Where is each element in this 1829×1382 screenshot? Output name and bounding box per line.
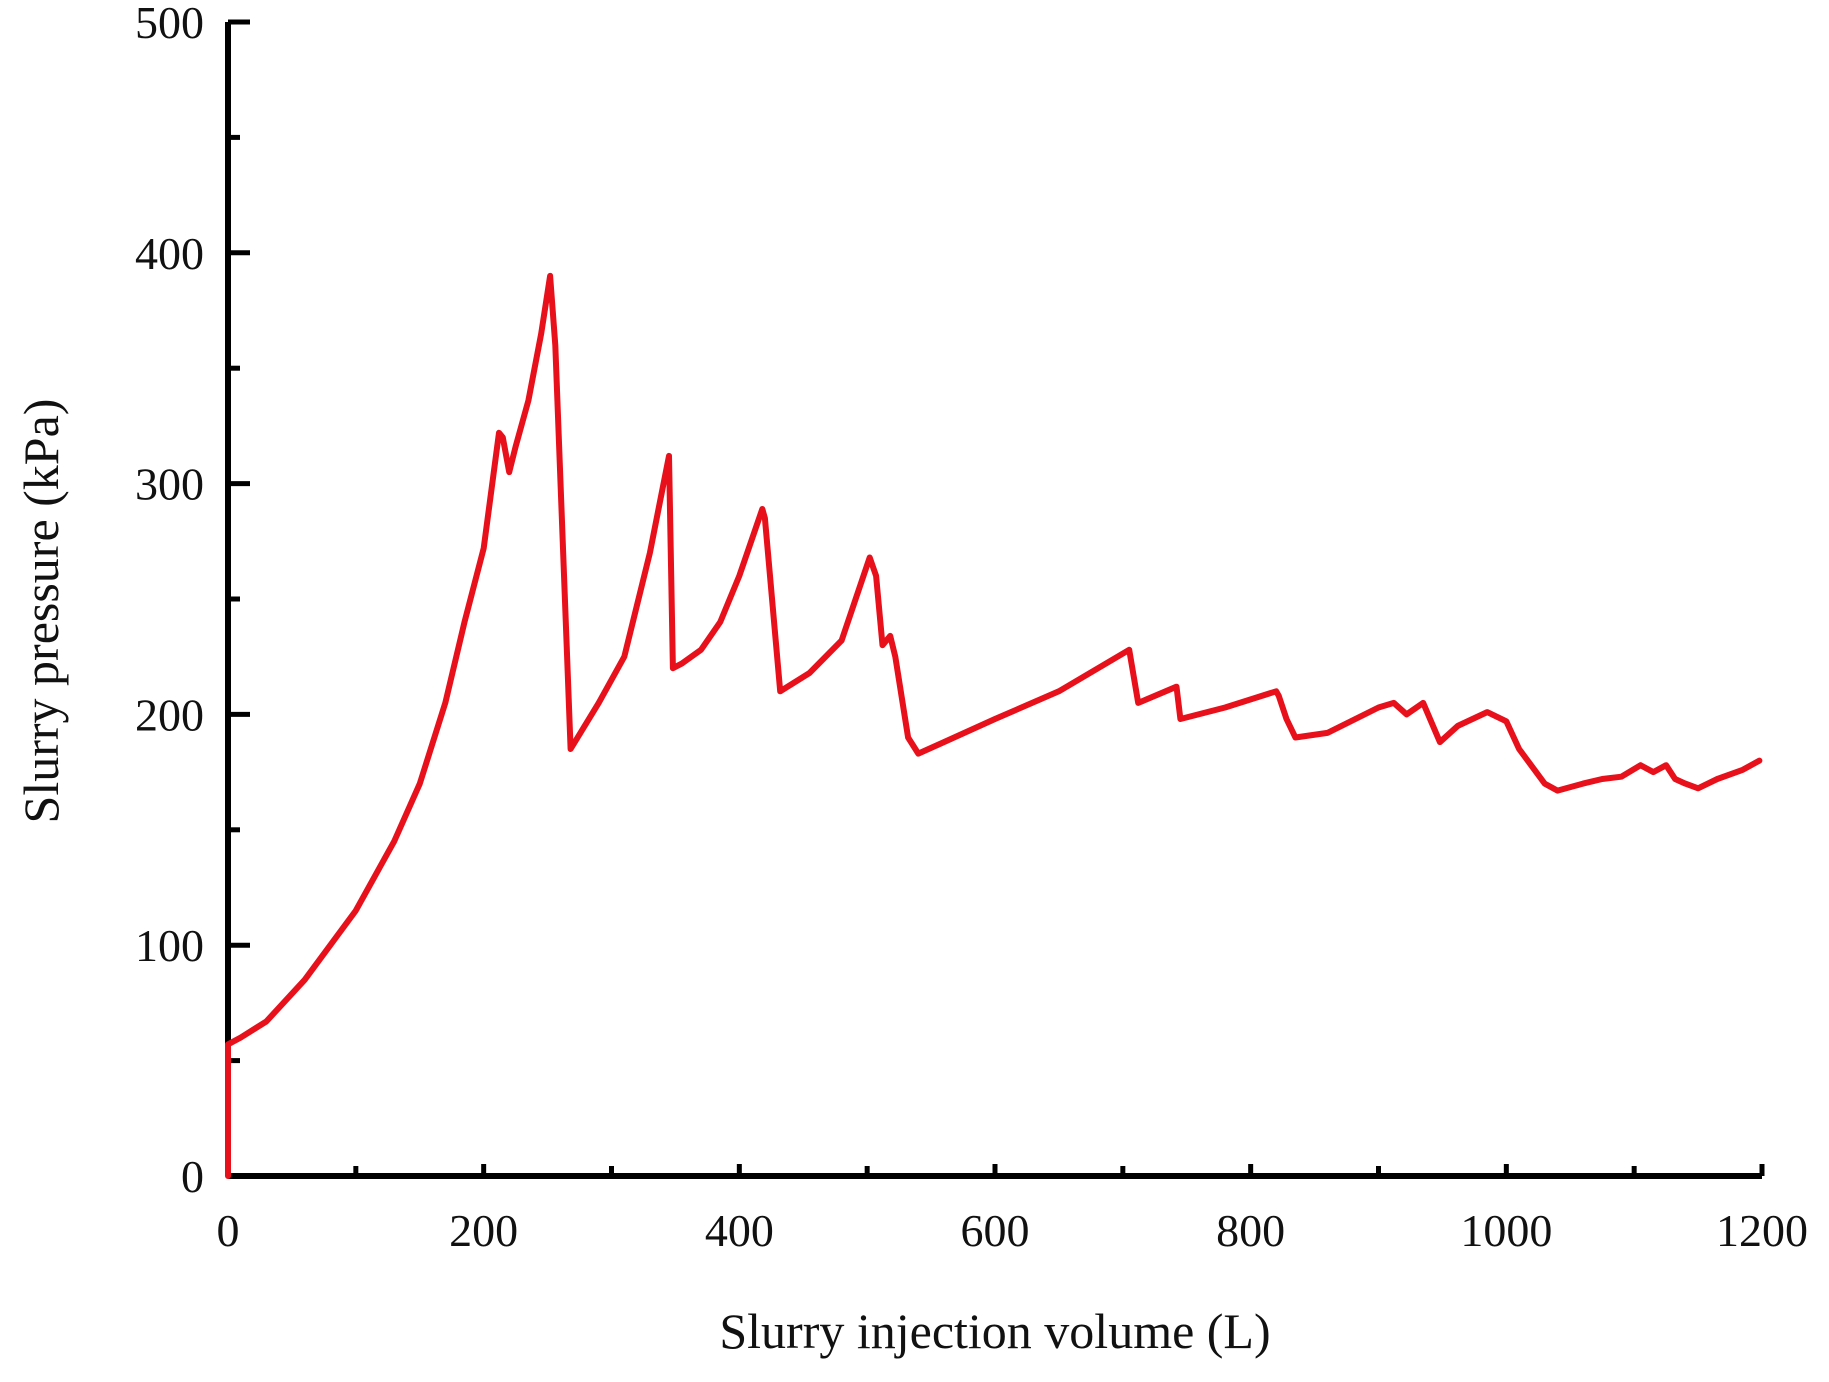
x-tick-label: 400	[705, 1205, 774, 1256]
x-tick-label: 800	[1216, 1205, 1285, 1256]
x-tick-label: 0	[217, 1205, 240, 1256]
x-tick-label: 1200	[1716, 1205, 1808, 1256]
ticks: 0 200 400 600 800 1000 1200 0 100 200 300 400 500	[135, 0, 1808, 1256]
x-tick-label: 200	[449, 1205, 518, 1256]
y-tick-label: 400	[135, 228, 204, 279]
x-tick-label: 1000	[1460, 1205, 1552, 1256]
y-tick-label: 300	[135, 459, 204, 510]
x-axis-title: Slurry injection volume (L)	[719, 1303, 1270, 1359]
series	[225, 272, 1763, 1179]
y-tick-label: 0	[181, 1151, 204, 1202]
x-tick-label: 600	[961, 1205, 1030, 1256]
y-tick-label: 500	[135, 0, 204, 48]
series-line-slurry-pressure	[225, 272, 1763, 1179]
axes	[225, 22, 1762, 1179]
y-tick-label: 200	[135, 689, 204, 740]
y-tick-label: 100	[135, 920, 204, 971]
y-axis-title: Slurry pressure (kPa)	[13, 399, 69, 824]
